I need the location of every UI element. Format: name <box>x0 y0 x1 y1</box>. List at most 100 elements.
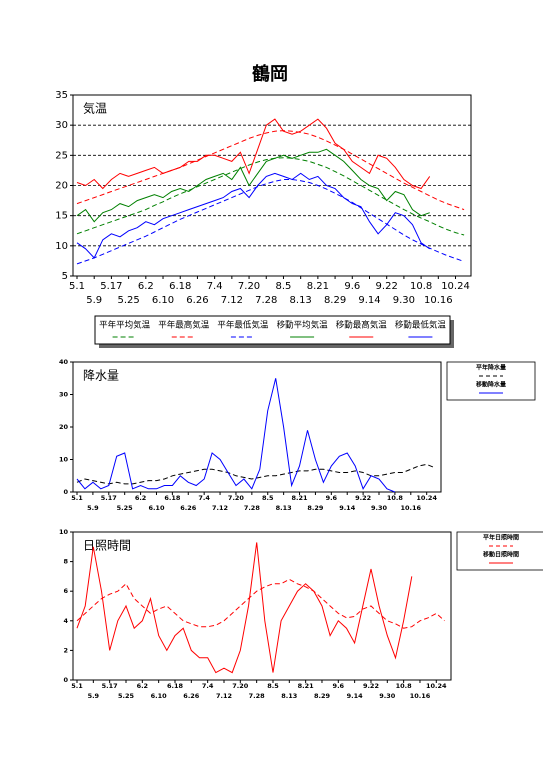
x-tick-label: 6.26 <box>183 692 200 700</box>
x-tick-label: 8.21 <box>298 682 315 690</box>
x-tick-label: 6.26 <box>186 295 208 306</box>
legend-label: 平年日照時間 <box>483 534 519 542</box>
x-tick-label: 9.14 <box>358 295 380 306</box>
x-tick-label: 9.6 <box>344 281 360 292</box>
x-tick-label: 8.5 <box>276 281 292 292</box>
x-tick-label: 8.13 <box>290 295 312 306</box>
y-tick-label: 20 <box>59 423 69 431</box>
x-tick-label: 7.28 <box>255 295 277 306</box>
x-tick-label: 9.30 <box>379 692 396 700</box>
x-tick-label: 9.30 <box>393 295 415 306</box>
x-tick-label: 8.29 <box>314 692 331 700</box>
x-tick-label: 5.1 <box>71 682 83 690</box>
x-tick-label: 5.9 <box>88 692 100 700</box>
x-tick-label: 10.24 <box>426 682 447 690</box>
x-tick-label: 8.5 <box>262 494 274 502</box>
x-tick-label: 7.12 <box>216 692 232 700</box>
y-tick-label: 30 <box>55 120 68 131</box>
x-tick-label: 8.13 <box>281 692 297 700</box>
page-title: 鶴岡 <box>252 63 288 85</box>
x-tick-label: 7.12 <box>212 504 228 512</box>
x-tick-label: 10.16 <box>424 295 453 306</box>
x-tick-label: 9.22 <box>355 494 371 502</box>
y-tick-label: 30 <box>59 391 69 399</box>
plot-area <box>72 531 452 681</box>
x-tick-label: 6.10 <box>151 692 168 700</box>
y-tick-label: 8 <box>63 558 68 566</box>
x-tick-label: 6.2 <box>135 494 147 502</box>
x-tick-label: 7.12 <box>221 295 243 306</box>
x-tick-label: 6.26 <box>180 504 197 512</box>
x-tick-label: 8.5 <box>267 682 279 690</box>
series-line <box>76 378 396 493</box>
legend-label: 移動降水量 <box>476 381 506 389</box>
x-tick-label: 7.4 <box>202 682 214 690</box>
y-tick-label: 20 <box>55 181 68 192</box>
series-line <box>76 578 445 629</box>
legend-label: 移動最低気温 <box>395 320 447 331</box>
y-tick-label: 6 <box>63 587 68 595</box>
x-tick-label: 5.25 <box>117 504 134 512</box>
x-tick-label: 9.30 <box>371 504 388 512</box>
x-tick-label: 5.25 <box>118 692 135 700</box>
x-tick-label: 6.10 <box>152 295 174 306</box>
x-tick-label: 10.8 <box>410 281 432 292</box>
series-line <box>76 463 435 485</box>
x-tick-label: 9.6 <box>333 682 345 690</box>
x-tick-label: 8.29 <box>307 504 324 512</box>
y-tick-label: 10 <box>59 456 69 464</box>
y-tick-label: 5 <box>62 271 68 282</box>
series-line <box>76 179 465 265</box>
y-tick-label: 0 <box>63 488 68 496</box>
x-tick-label: 10.8 <box>387 494 404 502</box>
y-tick-label: 4 <box>63 617 68 625</box>
x-tick-label: 5.17 <box>102 682 118 690</box>
x-tick-label: 8.21 <box>307 281 329 292</box>
series-line <box>76 172 430 259</box>
x-tick-label: 9.22 <box>376 281 398 292</box>
x-tick-label: 8.21 <box>292 494 309 502</box>
y-tick-label: 25 <box>55 150 68 161</box>
legend-box <box>446 361 536 401</box>
x-tick-label: 7.4 <box>207 281 223 292</box>
legend-label: 平年降水量 <box>476 364 506 372</box>
legend-label: 移動日照時間 <box>483 551 519 559</box>
legend-box <box>94 315 451 345</box>
x-tick-label: 6.2 <box>137 682 149 690</box>
x-tick-label: 7.4 <box>198 494 210 502</box>
y-tick-label: 10 <box>55 241 68 252</box>
x-tick-label: 7.20 <box>238 281 260 292</box>
x-tick-label: 8.29 <box>324 295 346 306</box>
x-tick-label: 8.13 <box>276 504 292 512</box>
x-tick-label: 6.2 <box>138 281 154 292</box>
chart-label: 気温 <box>83 101 107 116</box>
y-tick-label: 2 <box>63 646 68 654</box>
x-tick-label: 5.9 <box>86 295 102 306</box>
x-tick-label: 6.10 <box>148 504 165 512</box>
x-tick-label: 10.8 <box>396 682 413 690</box>
legend-label: 移動最高気温 <box>336 320 388 331</box>
chart-label: 日照時間 <box>83 539 131 553</box>
x-tick-label: 9.14 <box>347 692 364 700</box>
x-tick-label: 7.20 <box>228 494 245 502</box>
x-tick-label: 5.17 <box>101 494 117 502</box>
x-tick-label: 10.16 <box>410 692 431 700</box>
legend-label: 移動平均気温 <box>277 320 329 331</box>
x-tick-label: 9.22 <box>363 682 379 690</box>
x-tick-label: 9.14 <box>339 504 356 512</box>
x-tick-label: 7.28 <box>249 692 266 700</box>
y-tick-label: 10 <box>59 528 69 536</box>
x-tick-label: 5.1 <box>71 494 83 502</box>
x-tick-label: 10.24 <box>416 494 437 502</box>
series-line <box>76 130 465 211</box>
series-line <box>76 118 431 190</box>
y-tick-label: 40 <box>59 358 69 366</box>
y-tick-label: 0 <box>63 676 68 684</box>
chart-label: 降水量 <box>83 369 119 383</box>
x-tick-label: 5.17 <box>100 281 122 292</box>
legend-label: 平年最低気温 <box>217 320 269 331</box>
x-tick-label: 6.18 <box>167 682 184 690</box>
series-line <box>76 157 465 236</box>
legend-label: 平年最高気温 <box>158 320 210 331</box>
x-tick-label: 6.18 <box>164 494 181 502</box>
